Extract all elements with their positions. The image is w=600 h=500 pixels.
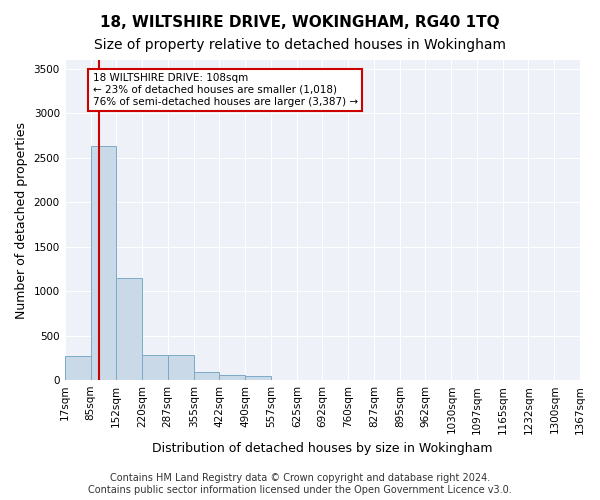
Bar xyxy=(194,372,219,380)
X-axis label: Distribution of detached houses by size in Wokingham: Distribution of detached houses by size … xyxy=(152,442,493,455)
Bar xyxy=(91,146,116,380)
Bar xyxy=(219,375,245,380)
Text: 18 WILTSHIRE DRIVE: 108sqm
← 23% of detached houses are smaller (1,018)
76% of s: 18 WILTSHIRE DRIVE: 108sqm ← 23% of deta… xyxy=(92,74,358,106)
Bar xyxy=(142,354,168,380)
Bar xyxy=(65,356,91,380)
Text: Contains HM Land Registry data © Crown copyright and database right 2024.
Contai: Contains HM Land Registry data © Crown c… xyxy=(88,474,512,495)
Text: Size of property relative to detached houses in Wokingham: Size of property relative to detached ho… xyxy=(94,38,506,52)
Bar xyxy=(116,278,142,380)
Bar xyxy=(245,376,271,380)
Text: 18, WILTSHIRE DRIVE, WOKINGHAM, RG40 1TQ: 18, WILTSHIRE DRIVE, WOKINGHAM, RG40 1TQ xyxy=(100,15,500,30)
Bar xyxy=(168,354,194,380)
Y-axis label: Number of detached properties: Number of detached properties xyxy=(15,122,28,318)
